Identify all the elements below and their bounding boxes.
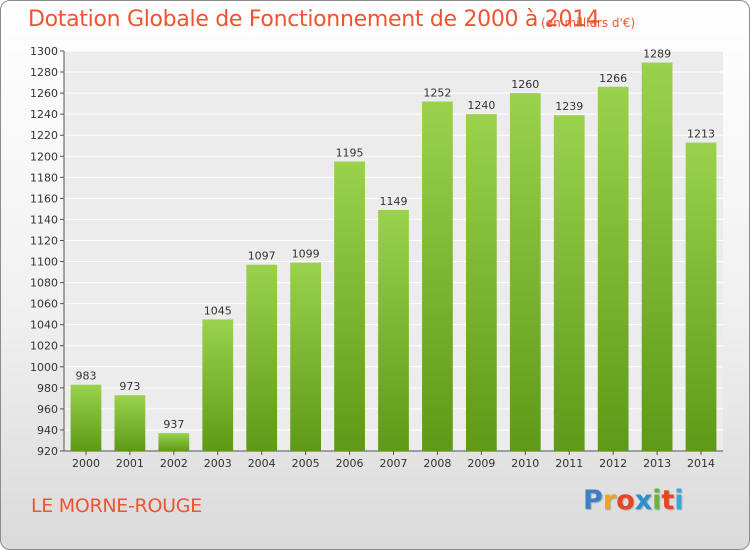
x-tick-labels: 2000 2001 2002 2003 2004 2005 2006 2007 2008 2009… (72, 457, 715, 470)
data-label-2003: 1045 (204, 304, 232, 317)
proxiti-logo: Proxiti (583, 485, 684, 516)
bar-2007 (378, 209, 409, 451)
data-label-2010: 1260 (511, 78, 539, 91)
bar-2014 (685, 142, 717, 451)
y-tick-label: 1260 (30, 87, 58, 100)
y-tick-label: 960 (37, 403, 58, 416)
bar-2003 (202, 319, 234, 451)
y-tick-label: 1120 (30, 234, 58, 247)
y-tick-label: 1180 (30, 171, 58, 184)
data-label-2001: 973 (119, 380, 140, 393)
data-label-2012: 1266 (599, 72, 627, 85)
y-tick-label: 940 (37, 424, 58, 437)
bar-2010 (509, 93, 541, 452)
y-tick-labels: 920 940 960 980 1000 1020 1040 1060 1080 1100 1120… (30, 45, 58, 458)
data-label-2004: 1097 (248, 250, 276, 263)
data-label-2005: 1099 (292, 248, 320, 261)
bar-2011 (553, 115, 585, 452)
y-tick-label: 1060 (30, 298, 58, 311)
x-tick-label-2007: 2007 (380, 457, 408, 470)
bar-2013 (641, 62, 673, 451)
y-tick-label: 1220 (30, 129, 58, 142)
bar-2000 (70, 384, 102, 451)
y-tick-label: 1080 (30, 277, 58, 290)
x-tick-label-2014: 2014 (687, 457, 715, 470)
x-tick-label-2006: 2006 (336, 457, 364, 470)
y-tick-label: 1300 (30, 45, 58, 58)
bar-2006 (334, 161, 365, 452)
logo-letter: t (661, 485, 675, 516)
x-tick-label-2002: 2002 (160, 457, 188, 470)
bar-2008 (422, 101, 453, 452)
data-label-2002: 937 (163, 418, 184, 431)
chart-subtitle: (en milliers d'€) (541, 16, 636, 30)
y-tick-label: 1040 (30, 319, 58, 332)
data-label-2007: 1149 (380, 195, 408, 208)
bars (70, 62, 717, 452)
data-label-2000: 983 (75, 370, 96, 383)
x-tick-label-2011: 2011 (555, 457, 583, 470)
bar-2012 (597, 86, 629, 451)
logo-letter: r (602, 485, 617, 516)
x-tick-label-2008: 2008 (423, 457, 451, 470)
y-tick-label: 1100 (30, 256, 58, 269)
y-tick-label: 1020 (30, 340, 58, 353)
data-label-2008: 1252 (423, 87, 451, 100)
logo-letter: i (652, 485, 662, 516)
data-label-2011: 1239 (555, 100, 583, 113)
x-tick-label-2001: 2001 (116, 457, 144, 470)
y-tick-label: 1200 (30, 150, 58, 163)
logo-letter: o (616, 485, 635, 516)
bar-2004 (246, 264, 278, 451)
x-tick-label-2012: 2012 (599, 457, 627, 470)
logo-letter: P (583, 485, 603, 516)
x-tick-label-2005: 2005 (292, 457, 320, 470)
bar-2001 (114, 395, 146, 451)
chart-title: Dotation Globale de Fonctionnement de 20… (28, 7, 600, 32)
y-tick-label: 1240 (30, 108, 58, 121)
bar-2002 (158, 433, 190, 451)
y-tick-label: 1160 (30, 192, 58, 205)
y-tick-label: 920 (37, 445, 58, 458)
logo-letter: i (674, 485, 684, 516)
logo-letter: x (634, 485, 653, 516)
data-label-2013: 1289 (643, 48, 671, 61)
data-label-2014: 1213 (687, 128, 715, 141)
data-label-2009: 1240 (467, 99, 495, 112)
x-tick-label-2000: 2000 (72, 457, 100, 470)
bar-2005 (290, 262, 322, 451)
bar-2009 (465, 114, 497, 451)
y-tick-label: 980 (37, 382, 58, 395)
y-tick-label: 1280 (30, 66, 58, 79)
y-tick-label: 1140 (30, 213, 58, 226)
x-tick-label-2003: 2003 (204, 457, 232, 470)
data-label-2006: 1195 (336, 147, 364, 160)
x-tick-label-2004: 2004 (248, 457, 276, 470)
x-tick-label-2009: 2009 (467, 457, 495, 470)
x-tick-label-2013: 2013 (643, 457, 671, 470)
data-labels: 983 973 937 1045 1097 1099 1195 1149 1252 1240 126… (75, 48, 715, 432)
x-tick-label-2010: 2010 (511, 457, 539, 470)
commune-name: LE MORNE-ROUGE (31, 495, 202, 517)
y-tick-label: 1000 (30, 361, 58, 374)
